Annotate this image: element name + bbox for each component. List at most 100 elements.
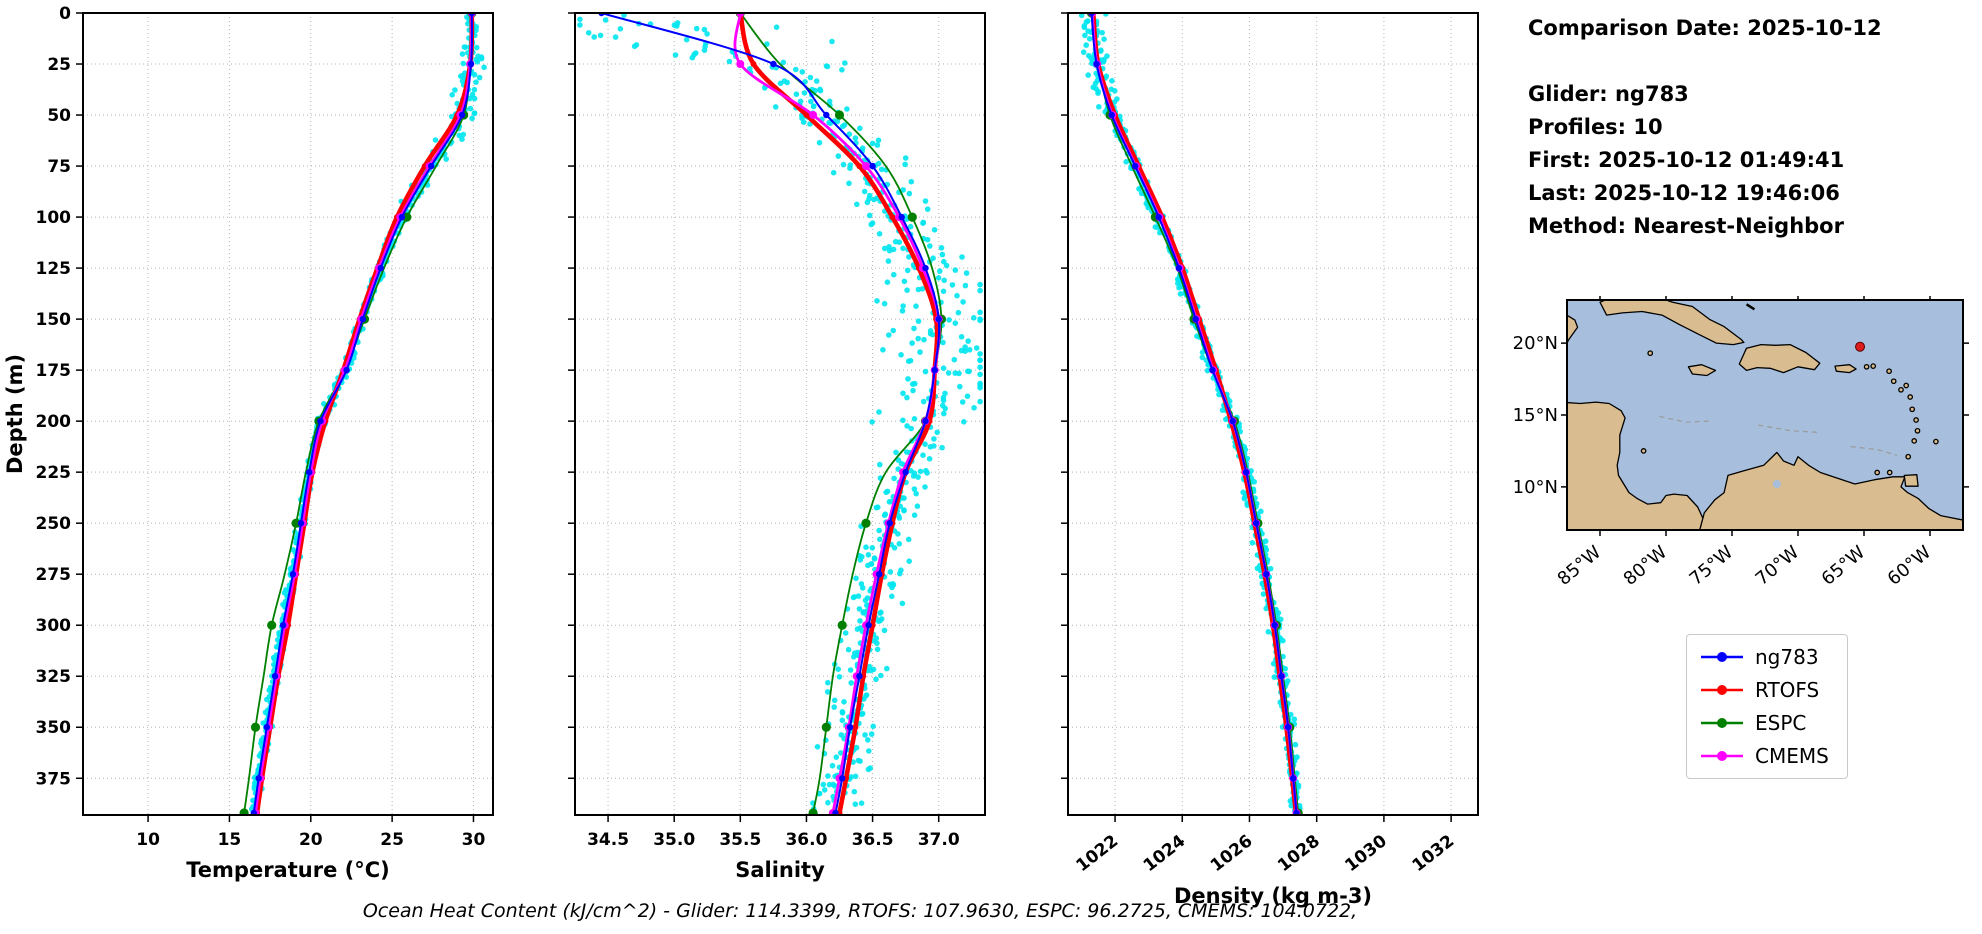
svg-text:175: 175 <box>36 361 72 381</box>
svg-text:36.0: 36.0 <box>785 830 827 850</box>
series-line-CMEMS <box>733 13 941 814</box>
chart-1: 34.5 35.0 35.5 36.0 36.5 37.0 Salinity <box>568 12 986 882</box>
svg-text:1022: 1022 <box>1073 831 1123 876</box>
svg-text:150: 150 <box>36 310 72 330</box>
legend: ng783 RTOFS ESPC CMEMS <box>1686 634 1848 779</box>
location-map: 20°N 15°N 10°N 85°W 80°W 75°W 70°W 65°W 60°W <box>1513 296 1969 590</box>
data-area <box>1078 13 1303 815</box>
legend-label: ng783 <box>1755 645 1819 669</box>
map-ticks <box>1561 296 1969 536</box>
series-line-RTOFS <box>738 13 940 814</box>
svg-text:35.5: 35.5 <box>719 830 761 850</box>
svg-text:15: 15 <box>218 830 242 850</box>
data-area <box>577 13 983 815</box>
svg-text:200: 200 <box>36 412 72 432</box>
tick-marks <box>76 12 475 822</box>
svg-text:34.5: 34.5 <box>587 830 629 850</box>
svg-text:75: 75 <box>47 157 71 177</box>
map-island-dashes <box>1732 300 1756 311</box>
series-markers-ESPC <box>735 13 947 815</box>
legend-marker-CMEMS <box>1701 751 1743 761</box>
axes-frame <box>574 12 986 816</box>
svg-text:35.0: 35.0 <box>653 830 695 850</box>
series-markers-RTOFS <box>737 13 940 815</box>
tick-labels: 34.5 35.0 35.5 36.0 36.5 37.0 <box>587 830 960 850</box>
info-panel: Comparison Date: 2025-10-12 Glider: ng78… <box>1528 12 1882 243</box>
map-land <box>1567 300 1963 530</box>
tick-labels: 10 15 20 25 30025507510012515017520022525027… <box>36 4 486 850</box>
svg-text:1024: 1024 <box>1140 831 1190 876</box>
glider-location-marker <box>1855 341 1866 352</box>
ohc-footer: Ocean Heat Content (kJ/cm^2) - Glider: 1… <box>362 900 1358 922</box>
data-area <box>239 13 487 815</box>
first-profile-time: First: 2025-10-12 01:49:41 <box>1528 148 1845 172</box>
series-markers-ng783 <box>1088 13 1300 815</box>
svg-text:37.0: 37.0 <box>918 830 960 850</box>
svg-text:85°W: 85°W <box>1554 542 1606 590</box>
svg-text:30: 30 <box>462 830 486 850</box>
svg-text:25: 25 <box>380 830 404 850</box>
svg-text:1030: 1030 <box>1341 831 1391 876</box>
glider-scatter <box>577 13 983 815</box>
legend-item-ESPC: ESPC <box>1699 711 1829 735</box>
gridlines <box>1068 12 1478 815</box>
series-markers-RTOFS <box>254 13 475 815</box>
glider-name: Glider: ng783 <box>1528 82 1689 106</box>
legend-label: CMEMS <box>1755 744 1829 768</box>
svg-text:80°W: 80°W <box>1620 542 1672 590</box>
series-markers-CMEMS <box>251 13 476 815</box>
series-line-RTOFS <box>1090 13 1299 814</box>
legend-marker-ng783 <box>1701 652 1743 662</box>
svg-text:20°N: 20°N <box>1513 333 1558 354</box>
svg-text:10: 10 <box>136 830 160 850</box>
svg-text:36.5: 36.5 <box>852 830 894 850</box>
svg-text:65°W: 65°W <box>1818 542 1870 590</box>
x-axis-label: Density (kg m-3) <box>1174 884 1372 908</box>
series-line-RTOFS <box>254 13 475 814</box>
comparison-date: Comparison Date: 2025-10-12 <box>1528 16 1882 40</box>
map-boundary-lines <box>1659 415 1898 456</box>
svg-text:250: 250 <box>36 514 72 534</box>
chart-0: 10 15 20 25 30025507510012515017520022525027… <box>3 4 494 882</box>
svg-text:50: 50 <box>47 106 71 126</box>
svg-text:20: 20 <box>299 830 323 850</box>
svg-text:15°N: 15°N <box>1513 405 1558 426</box>
profile-plots: 10 15 20 25 30025507510012515017520022525027… <box>3 4 1479 908</box>
glider-scatter <box>1078 13 1303 815</box>
gridlines <box>575 12 985 815</box>
chart-2: 1022 1024 1026 1028 1030 1032 Density (kg m-3) <box>1061 12 1479 908</box>
svg-text:1028: 1028 <box>1274 831 1324 876</box>
series-line-CMEMS <box>254 13 474 814</box>
svg-text:1026: 1026 <box>1207 831 1257 876</box>
method-label: Method: Nearest-Neighbor <box>1528 214 1844 238</box>
x-axis-label: Salinity <box>735 858 825 882</box>
svg-text:10°N: 10°N <box>1513 477 1558 498</box>
series-markers-ng783 <box>598 13 942 815</box>
svg-text:25: 25 <box>47 55 71 75</box>
svg-text:75°W: 75°W <box>1686 542 1738 590</box>
svg-text:225: 225 <box>36 463 72 483</box>
x-axis-label: Temperature (°C) <box>186 858 389 882</box>
series-markers-CMEMS <box>736 13 943 815</box>
legend-item-RTOFS: RTOFS <box>1699 678 1829 702</box>
tick-marks <box>568 12 940 822</box>
svg-text:1032: 1032 <box>1409 831 1459 876</box>
svg-text:375: 375 <box>36 769 72 789</box>
svg-text:275: 275 <box>36 565 72 585</box>
last-profile-time: Last: 2025-10-12 19:46:06 <box>1528 181 1840 205</box>
y-axis-label: Depth (m) <box>3 354 27 474</box>
series-markers-ng783 <box>250 13 475 815</box>
series-line-ng783 <box>601 13 941 814</box>
gridlines <box>83 12 493 815</box>
svg-text:350: 350 <box>36 718 72 738</box>
svg-text:60°W: 60°W <box>1884 542 1936 590</box>
legend-item-CMEMS: CMEMS <box>1699 744 1829 768</box>
svg-text:325: 325 <box>36 667 72 687</box>
svg-text:125: 125 <box>36 259 72 279</box>
legend-label: RTOFS <box>1755 678 1820 702</box>
series-line-ng783 <box>252 13 473 814</box>
svg-text:100: 100 <box>36 208 72 228</box>
axes-frame <box>1067 12 1479 816</box>
lake-maracaibo <box>1772 480 1781 488</box>
